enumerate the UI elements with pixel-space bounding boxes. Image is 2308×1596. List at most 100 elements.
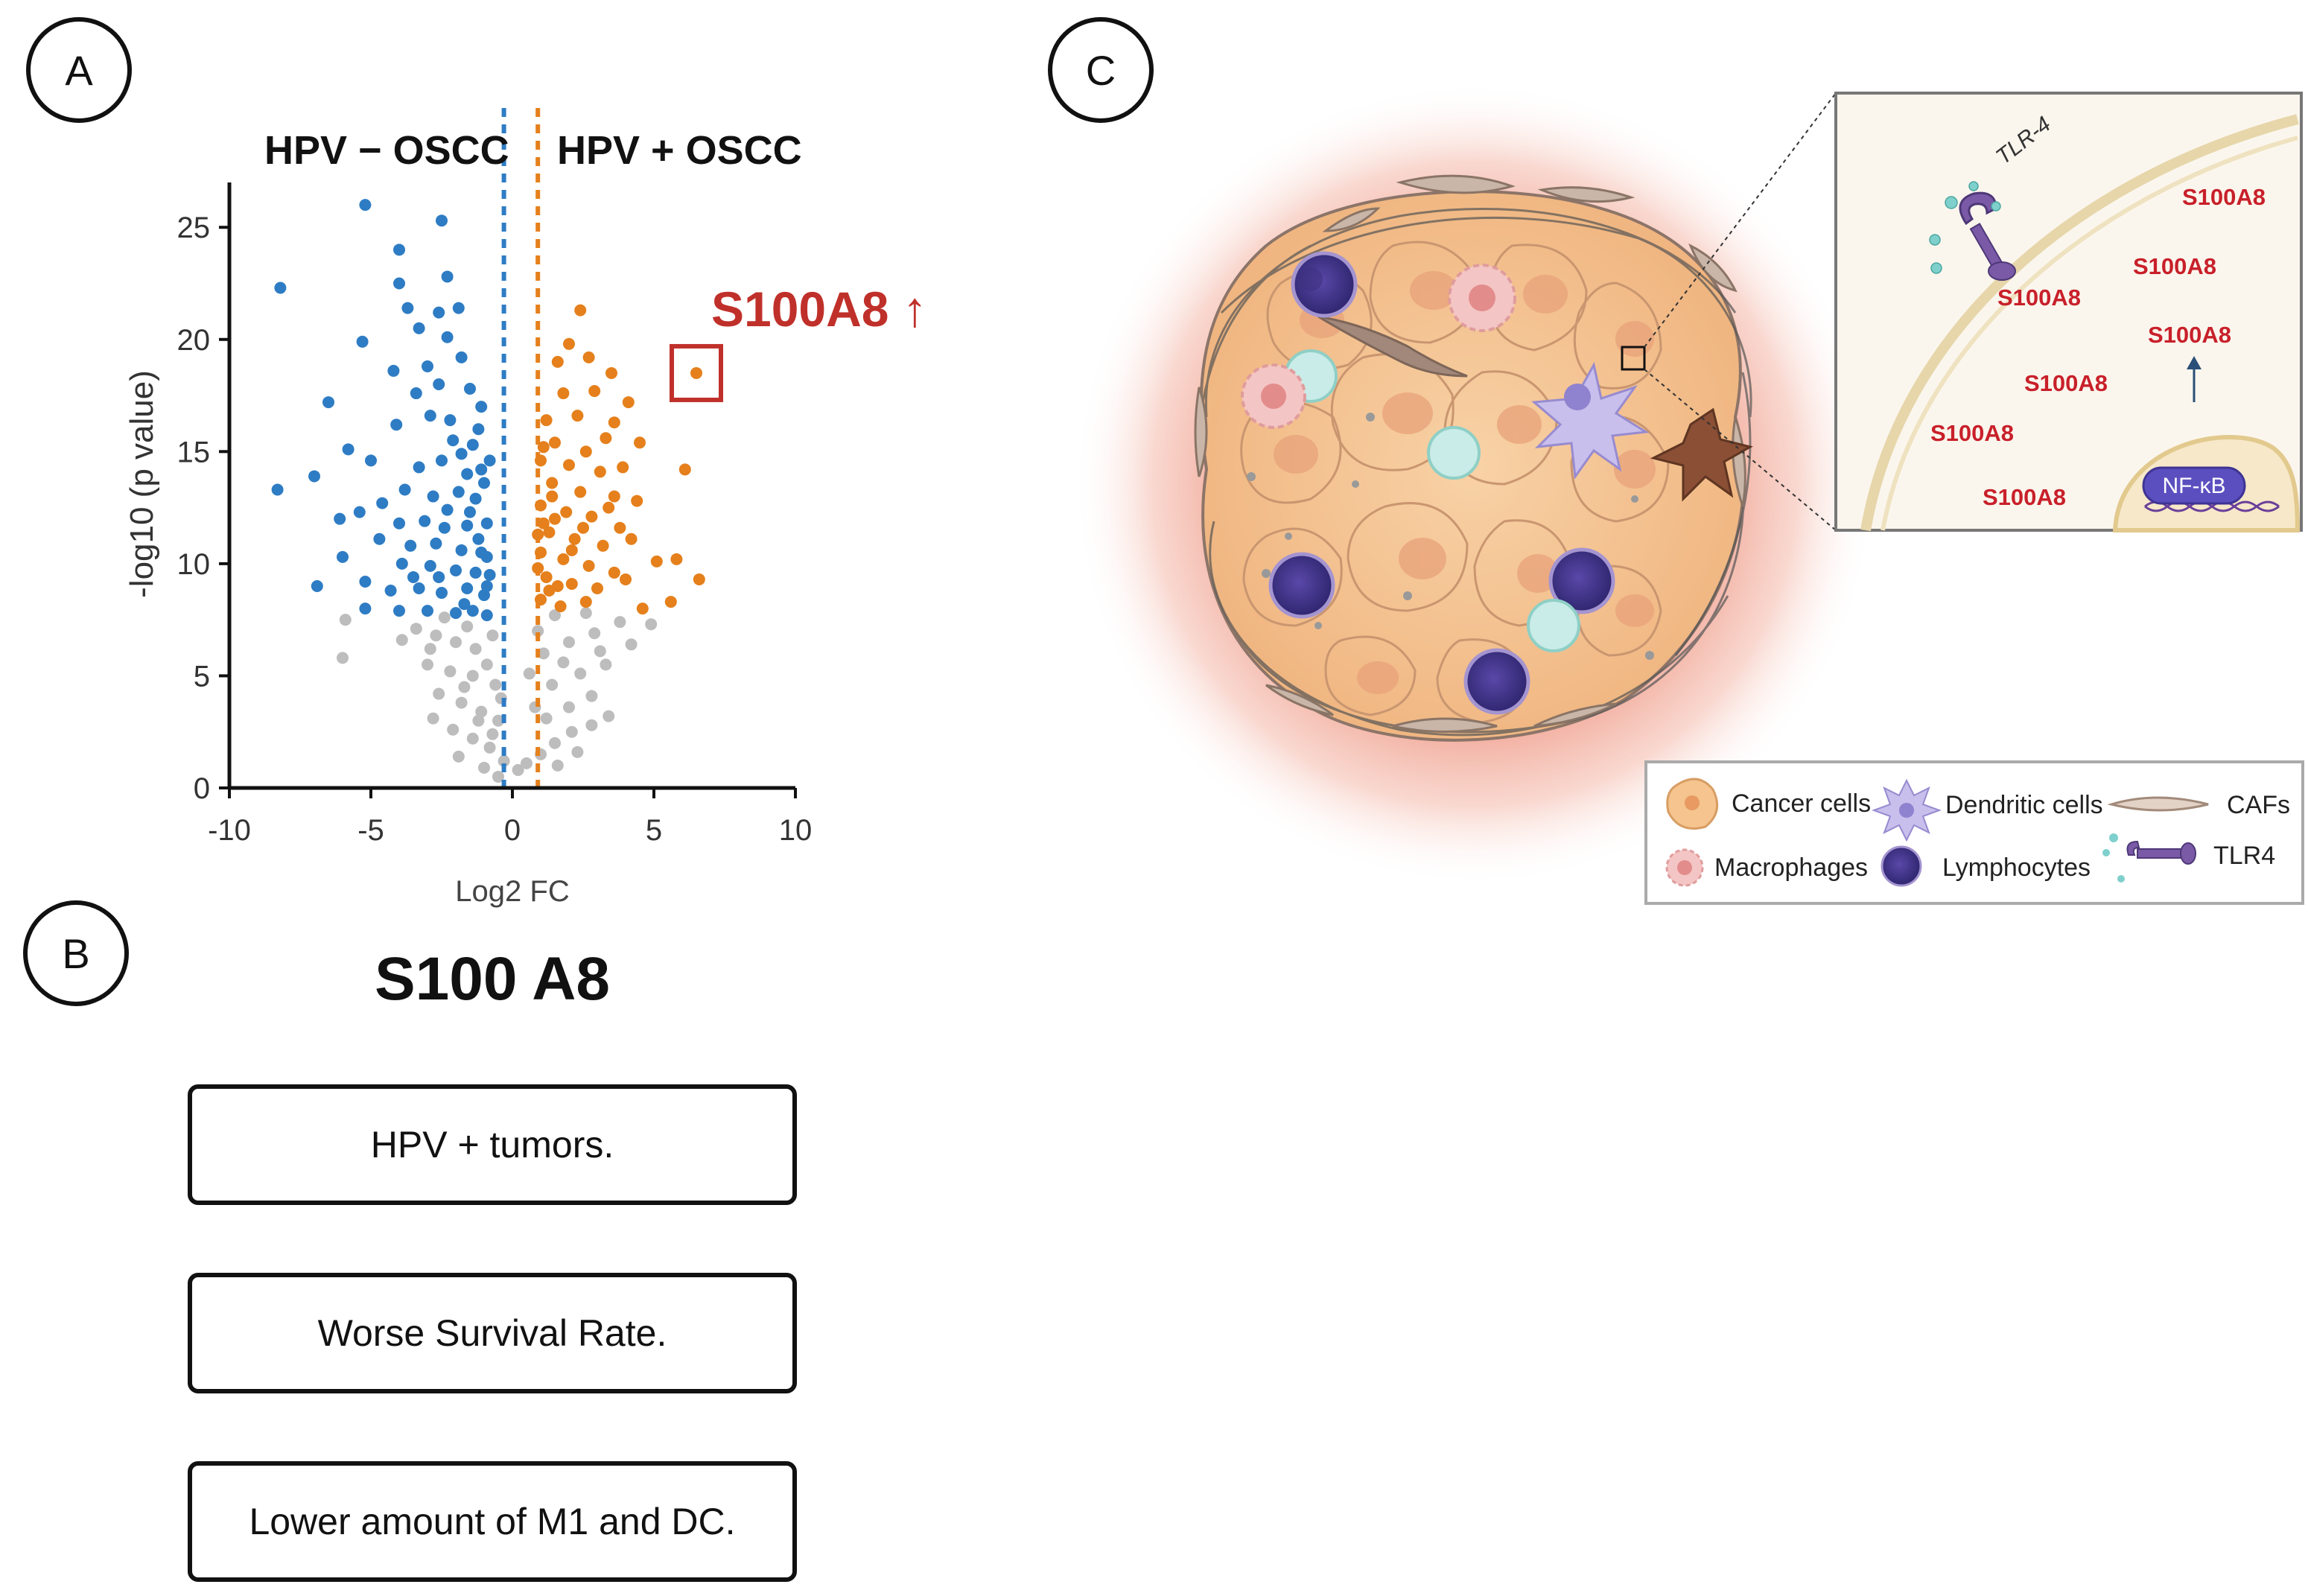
data-point-down xyxy=(337,550,349,563)
data-point-down xyxy=(419,515,431,527)
data-point-ns xyxy=(532,625,544,638)
data-point-down xyxy=(430,537,442,550)
data-point-ns xyxy=(537,647,550,660)
data-point-ns xyxy=(489,678,502,691)
x-tick-label: 0 xyxy=(504,814,521,847)
data-point-down xyxy=(461,519,474,532)
legend-caf-icon xyxy=(2107,796,2209,812)
data-point-down xyxy=(455,351,468,363)
data-point-down xyxy=(322,396,334,409)
data-point-ns xyxy=(480,658,493,671)
data-point-down xyxy=(424,410,436,422)
x-tick-label: -10 xyxy=(208,814,251,847)
legend-cancer-icon xyxy=(1666,778,1719,830)
y-tick-label: 15 xyxy=(177,436,211,468)
data-point-down xyxy=(413,322,425,334)
data-point-down xyxy=(401,302,414,314)
cell-membrane-inner xyxy=(1881,136,2298,531)
data-point-down xyxy=(342,443,355,456)
data-point-down xyxy=(422,360,433,372)
data-point-down xyxy=(433,306,445,319)
pale-immune-cells xyxy=(1284,349,1580,652)
data-point-down xyxy=(387,364,400,377)
data-point-down xyxy=(436,214,448,227)
data-point-ns xyxy=(492,714,504,727)
data-point-ns xyxy=(472,714,485,727)
data-point-ns xyxy=(574,667,587,680)
data-point-down xyxy=(466,439,479,451)
data-point-down xyxy=(472,423,485,436)
s100a8-label: S100A8 xyxy=(1997,284,2081,311)
s100a8-particles-extracellular xyxy=(1247,413,1654,660)
data-point-ns xyxy=(475,705,488,718)
data-point-down xyxy=(480,517,493,530)
data-point-down xyxy=(483,568,496,581)
data-point-down xyxy=(441,331,454,343)
data-point-down xyxy=(433,570,445,583)
data-point-down xyxy=(390,419,403,431)
data-point-ns xyxy=(594,645,606,658)
data-point-up xyxy=(560,506,573,518)
data-point-up xyxy=(565,577,578,590)
data-point-ns xyxy=(603,710,615,722)
lymphocytes xyxy=(1268,251,1615,715)
data-point-down xyxy=(422,605,433,617)
data-point-ns xyxy=(579,607,592,620)
s100a8-label: S100A8 xyxy=(2024,370,2108,396)
data-point-up xyxy=(608,566,620,579)
s100a8-ligands xyxy=(1929,181,2001,274)
data-point-ns xyxy=(452,750,465,763)
group-label-hpv-positive: HPV + OSCC xyxy=(557,128,802,173)
data-point-down xyxy=(441,270,454,283)
data-point-down xyxy=(359,199,372,212)
panel-a-label: A xyxy=(26,17,132,123)
data-point-ns xyxy=(395,634,408,646)
data-point-up xyxy=(634,436,646,449)
data-point-down xyxy=(413,582,425,595)
data-point-down xyxy=(464,506,476,518)
activated-caf xyxy=(1650,407,1753,502)
x-tick-label: 10 xyxy=(779,814,813,847)
data-point-ns xyxy=(557,656,570,669)
data-point-down xyxy=(398,483,411,496)
data-point-down xyxy=(455,544,468,556)
zoom-connector-top xyxy=(1644,92,1837,348)
data-point-down xyxy=(274,282,287,294)
data-point-up xyxy=(551,355,564,368)
data-point-down xyxy=(464,383,476,395)
dna-helix xyxy=(2144,500,2280,512)
data-point-up xyxy=(549,436,561,449)
legend-cancer-label: Cancer cells xyxy=(1732,789,1871,818)
data-point-down xyxy=(359,575,372,588)
x-axis-label: Log2 FC xyxy=(455,875,569,908)
legend-lymphocyte-label: Lymphocytes xyxy=(1942,853,2091,882)
legend-macrophage-icon xyxy=(1665,848,1704,887)
data-point-ns xyxy=(512,763,524,776)
legend-tlr4-label: TLR4 xyxy=(2213,842,2275,870)
y-tick-label: 0 xyxy=(194,772,210,805)
data-point-ns xyxy=(433,687,445,700)
data-point-down xyxy=(450,564,462,576)
data-point-up xyxy=(625,532,638,545)
data-point-up xyxy=(563,337,575,350)
panel-b-letter: B xyxy=(62,930,89,977)
data-point-highlight xyxy=(690,366,702,379)
y-tick-label: 5 xyxy=(194,660,210,693)
data-point-up xyxy=(603,501,615,514)
tlr4-receptor xyxy=(1959,191,2016,281)
zoom-region xyxy=(1621,346,1646,371)
x-ticks: -10 -5 0 5 10 xyxy=(208,788,812,847)
data-point-ns xyxy=(563,636,575,649)
panel-c-letter: C xyxy=(1086,47,1116,94)
data-point-up xyxy=(549,512,561,525)
tumor-illustration xyxy=(1072,82,1877,886)
legend-frame xyxy=(1644,760,2304,905)
data-point-ns xyxy=(546,678,559,691)
legend-lymphocyte-icon xyxy=(1881,845,1922,887)
panel-b-title: S100 A8 xyxy=(374,945,611,1013)
data-point-ns xyxy=(565,725,578,738)
data-point-down xyxy=(393,277,405,290)
data-point-ns xyxy=(450,636,462,649)
data-point-up xyxy=(540,414,553,427)
